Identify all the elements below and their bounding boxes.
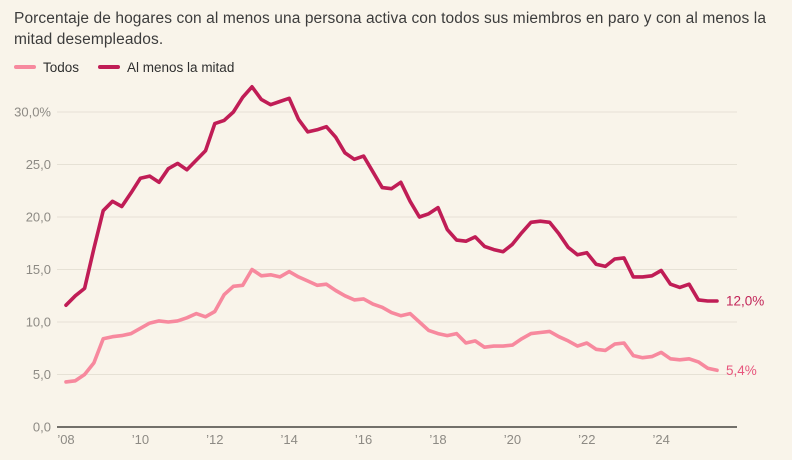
series-line-todos[interactable] [64, 267, 719, 384]
x-tick-label: ’16 [355, 432, 372, 447]
y-tick-label: 30,0% [14, 105, 51, 120]
y-tick-label: 15,0 [26, 262, 51, 277]
series-line-al-menos-la-mitad[interactable] [64, 85, 719, 308]
y-tick-label: 0,0 [33, 420, 51, 435]
legend-item-al-menos-la-mitad: Al menos la mitad [98, 60, 234, 75]
legend: Todos Al menos la mitad [14, 58, 253, 76]
chart-title: Porcentaje de hogares con al menos una p… [14, 10, 767, 48]
x-tick-label: ’22 [578, 432, 595, 447]
end-label-al-menos-la-mitad: 12,0% [726, 294, 764, 309]
y-tick-label: 20,0 [26, 210, 51, 225]
y-tick-label: 5,0 [33, 367, 51, 382]
x-tick-label: ’10 [132, 432, 149, 447]
x-tick-label: ’08 [57, 432, 74, 447]
end-label-todos: 5,4% [726, 363, 757, 378]
x-tick-label: ’20 [504, 432, 521, 447]
x-tick-label: ’14 [281, 432, 298, 447]
x-tick-label: ’18 [429, 432, 446, 447]
al-menos-la-mitad-line-swatch-icon [98, 64, 121, 70]
legend-label-todos: Todos [43, 59, 80, 75]
legend-item-todos: Todos [14, 60, 79, 75]
y-tick-label: 10,0 [26, 315, 51, 330]
x-tick-label: ’12 [206, 432, 223, 447]
x-tick-label: ’24 [653, 432, 670, 447]
legend-label-al-menos-la-mitad: Al menos la mitad [127, 59, 235, 75]
todos-line-swatch-icon [14, 64, 36, 70]
y-tick-label: 25,0 [26, 157, 51, 172]
